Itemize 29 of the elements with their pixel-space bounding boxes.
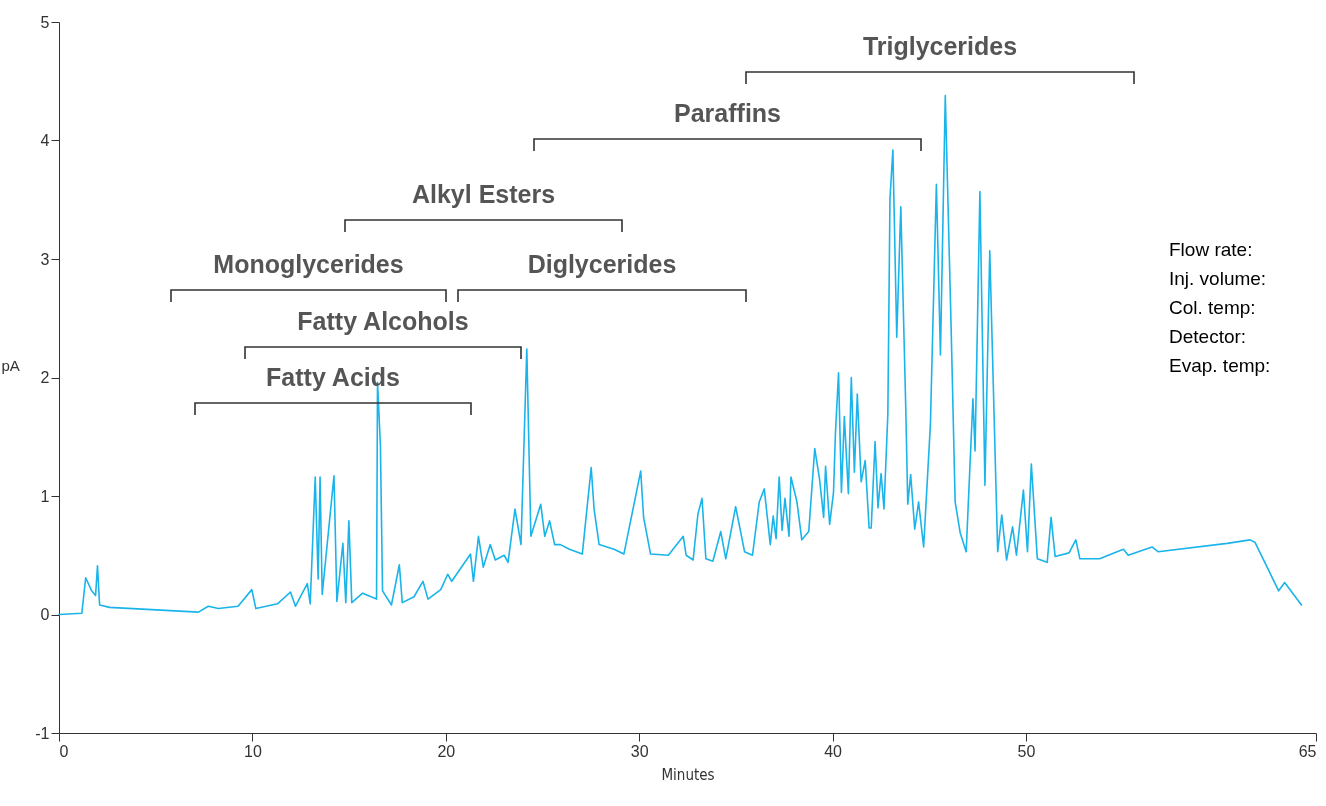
x-tick-label: 50 <box>1017 742 1036 760</box>
x-tick-label: 20 <box>437 742 456 760</box>
x-tick-label: 40 <box>824 742 843 760</box>
annotation: Col. temp: <box>1169 297 1256 318</box>
x-axis-title: Minutes <box>661 765 715 784</box>
annotation: Diglycerides <box>527 250 677 278</box>
annotation: Triglycerides <box>862 32 1018 60</box>
x-tick-label: 0 <box>59 742 69 760</box>
annotation: Fatty Acids <box>266 363 400 391</box>
y-tick-label: 4 <box>40 132 50 149</box>
annotation: Inj. volume: <box>1169 268 1267 289</box>
line-series <box>58 94 1303 616</box>
annotation: Alkyl Esters <box>411 180 556 208</box>
y-tick-label: 2 <box>40 369 50 386</box>
annotation: Detector: <box>1169 326 1247 347</box>
y-tick-label: -1 <box>35 724 50 742</box>
y-tick-label: 3 <box>40 250 50 268</box>
annotation: Fatty Alcohols <box>297 307 469 335</box>
annotation: Monoglycerides <box>213 250 404 278</box>
annotation: Paraffins <box>674 99 781 127</box>
y-tick-label: 5 <box>40 13 50 31</box>
y-tick-label: 0 <box>40 606 50 623</box>
x-tick-label: 30 <box>630 742 649 760</box>
annotation: Evap. temp: <box>1169 355 1271 376</box>
y-axis-title: pA <box>1 357 20 374</box>
annotation: Flow rate: <box>1169 239 1253 260</box>
x-tick-label: 10 <box>243 742 262 760</box>
y-tick-label: 1 <box>40 487 50 505</box>
x-tick-label: 65 <box>1298 742 1317 760</box>
